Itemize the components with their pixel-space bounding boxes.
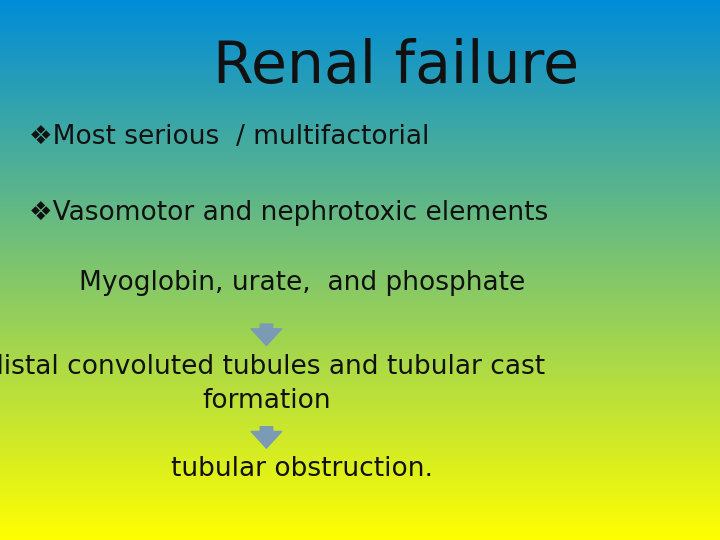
FancyArrowPatch shape bbox=[251, 427, 282, 448]
Text: Renal failure: Renal failure bbox=[213, 38, 579, 95]
FancyArrowPatch shape bbox=[251, 324, 282, 346]
Text: tubular obstruction.: tubular obstruction. bbox=[171, 456, 433, 482]
Text: distal convoluted tubules and tubular cast
formation: distal convoluted tubules and tubular ca… bbox=[0, 354, 546, 414]
Text: ❖Most serious  / multifactorial: ❖Most serious / multifactorial bbox=[29, 124, 429, 150]
Text: Myoglobin, urate,  and phosphate: Myoglobin, urate, and phosphate bbox=[79, 270, 526, 296]
Text: ❖Vasomotor and nephrotoxic elements: ❖Vasomotor and nephrotoxic elements bbox=[29, 200, 548, 226]
